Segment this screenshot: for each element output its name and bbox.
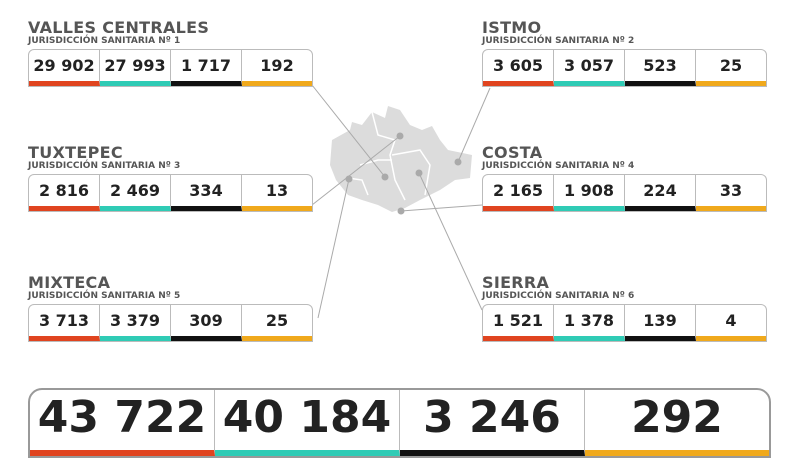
region-valles-centrales: VALLES CENTRALES JURISDICCIÓN SANITARIA … xyxy=(28,20,313,87)
active-count: 4 xyxy=(696,305,766,341)
region-subtitle: JURISDICCIÓN SANITARIA Nº 6 xyxy=(482,291,635,301)
confirmed-count: 3 713 xyxy=(29,305,100,341)
active-count: 33 xyxy=(696,175,766,211)
deaths-count: 139 xyxy=(625,305,696,341)
deaths-count: 523 xyxy=(625,50,696,86)
active-count: 25 xyxy=(242,305,312,341)
recovered-count: 3 379 xyxy=(100,305,171,341)
deaths-count: 334 xyxy=(171,175,242,211)
region-title: COSTA xyxy=(482,143,543,162)
deaths-count: 224 xyxy=(625,175,696,211)
confirmed-count: 3 605 xyxy=(483,50,554,86)
region-subtitle: JURISDICCIÓN SANITARIA Nº 5 xyxy=(28,291,181,301)
total-deaths: 3 246 xyxy=(400,390,585,456)
confirmed-count: 2 816 xyxy=(29,175,100,211)
region-dots xyxy=(345,132,462,215)
confirmed-count: 29 902 xyxy=(29,50,100,86)
region-mixteca: MIXTECA JURISDICCIÓN SANITARIA Nº 5 3 71… xyxy=(28,275,313,342)
region-sierra: SIERRA JURISDICCIÓN SANITARIA Nº 6 1 521… xyxy=(482,275,767,342)
region-title: SIERRA xyxy=(482,273,550,292)
active-count: 25 xyxy=(696,50,766,86)
region-subtitle: JURISDICCIÓN SANITARIA Nº 4 xyxy=(482,161,635,171)
active-count: 13 xyxy=(242,175,312,211)
active-count: 192 xyxy=(242,50,312,86)
region-subtitle: JURISDICCIÓN SANITARIA Nº 2 xyxy=(482,36,635,46)
total-confirmed: 43 722 xyxy=(30,390,215,456)
connector-lines xyxy=(311,84,491,319)
region-title: TUXTEPEC xyxy=(28,143,123,162)
recovered-count: 1 378 xyxy=(554,305,625,341)
region-title: MIXTECA xyxy=(28,273,111,292)
map-borders xyxy=(347,111,431,201)
region-subtitle: JURISDICCIÓN SANITARIA Nº 3 xyxy=(28,161,181,171)
region-istmo: ISTMO JURISDICCIÓN SANITARIA Nº 2 3 605 3… xyxy=(482,20,767,87)
state-totals: 43 722 40 184 3 246 292 xyxy=(28,388,771,458)
recovered-count: 2 469 xyxy=(100,175,171,211)
recovered-count: 27 993 xyxy=(100,50,171,86)
confirmed-count: 2 165 xyxy=(483,175,554,211)
deaths-count: 309 xyxy=(171,305,242,341)
map-shape xyxy=(330,106,472,212)
deaths-count: 1 717 xyxy=(171,50,242,86)
confirmed-count: 1 521 xyxy=(483,305,554,341)
region-subtitle: JURISDICCIÓN SANITARIA Nº 1 xyxy=(28,36,181,46)
recovered-count: 1 908 xyxy=(554,175,625,211)
region-tuxtepec: TUXTEPEC JURISDICCIÓN SANITARIA Nº 3 2 8… xyxy=(28,145,313,212)
total-active: 292 xyxy=(585,390,769,456)
recovered-count: 3 057 xyxy=(554,50,625,86)
region-costa: COSTA JURISDICCIÓN SANITARIA Nº 4 2 165 1… xyxy=(482,145,767,212)
total-recovered: 40 184 xyxy=(215,390,400,456)
region-title: ISTMO xyxy=(482,18,542,37)
region-title: VALLES CENTRALES xyxy=(28,18,210,37)
